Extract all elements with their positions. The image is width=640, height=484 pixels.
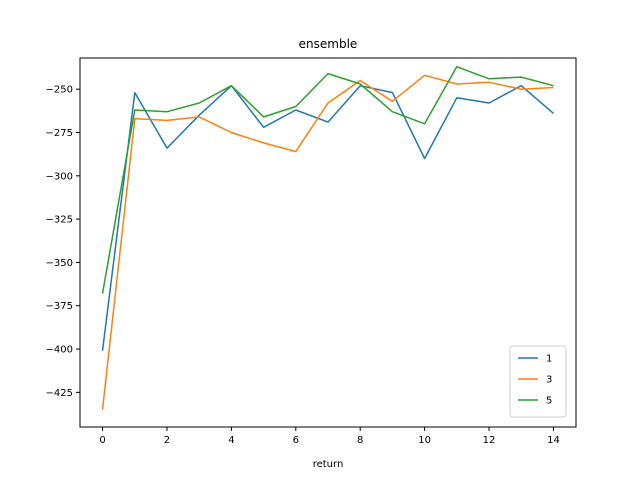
x-tick-label: 4 xyxy=(228,435,234,446)
x-axis: 0 2 4 6 8 10 12 14 xyxy=(99,427,560,446)
series-line-1 xyxy=(101,84,554,351)
series-line-5 xyxy=(101,65,554,294)
x-tick-label: 2 xyxy=(164,435,170,446)
x-axis-label: return xyxy=(313,459,344,470)
legend-label-3: 3 xyxy=(546,375,552,386)
y-axis: −425 −400 −375 −350 −325 −300 −275 −250 xyxy=(46,85,80,399)
x-tick-label: 14 xyxy=(547,435,560,446)
legend-box xyxy=(509,345,567,418)
y-tick-label: −325 xyxy=(46,215,73,226)
legend-label-5: 5 xyxy=(546,396,552,407)
y-tick-label: −275 xyxy=(46,128,73,139)
y-tick-label: −250 xyxy=(46,85,73,96)
x-tick-label: 0 xyxy=(99,435,105,446)
y-tick-label: −375 xyxy=(46,301,73,312)
x-tick-label: 8 xyxy=(357,435,363,446)
x-tick-label: 10 xyxy=(418,435,431,446)
plot-area xyxy=(101,65,554,410)
legend-label-1: 1 xyxy=(546,354,552,365)
series-line-3 xyxy=(101,74,554,410)
y-tick-label: −425 xyxy=(46,388,73,399)
plot-frame xyxy=(79,57,577,428)
legend: 1 3 5 xyxy=(509,345,567,418)
y-tick-label: −350 xyxy=(46,258,73,269)
y-tick-label: −400 xyxy=(46,345,73,356)
x-tick-label: 12 xyxy=(483,435,496,446)
chart-title: ensemble xyxy=(299,37,358,51)
x-tick-label: 6 xyxy=(293,435,299,446)
y-tick-label: −300 xyxy=(46,171,73,182)
